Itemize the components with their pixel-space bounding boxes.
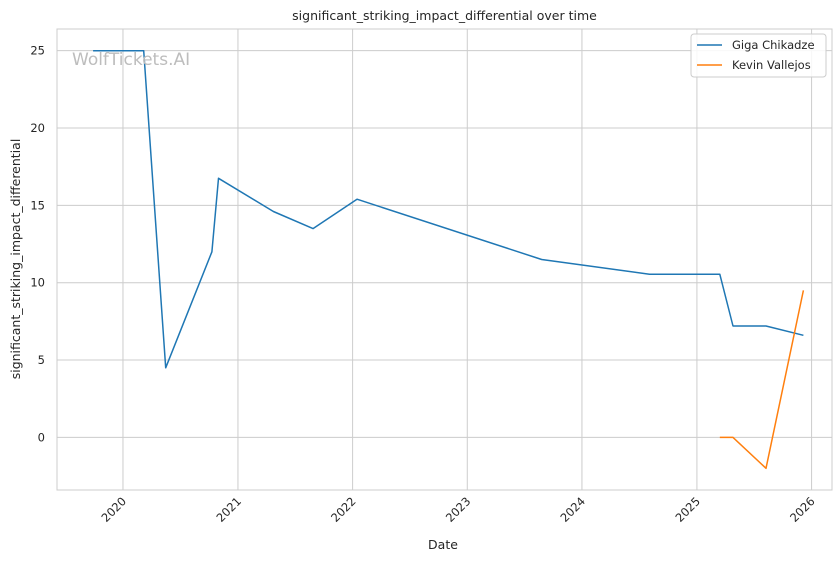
y-tick-label: 15	[30, 198, 45, 212]
plot-area-frame	[56, 28, 833, 491]
x-tick-label: 2026	[787, 494, 818, 525]
legend-box	[690, 33, 827, 78]
y-tick-label: 20	[30, 121, 45, 135]
y-axis-label: significant_striking_impact_differential	[8, 139, 23, 380]
y-axis-ticks: 0 5 10 15 20 25	[30, 44, 45, 445]
watermark-text: WolfTickets.AI	[72, 50, 190, 70]
legend: Giga Chikadze Kevin Vallejos	[690, 33, 827, 78]
x-axis-label: Date	[428, 537, 458, 552]
x-axis-ticks: 2020 2021 2022 2023 2024 2025 2026	[98, 494, 817, 525]
chart-title: significant_striking_impact_differential…	[292, 8, 597, 23]
y-tick-label: 5	[38, 353, 45, 367]
series-lines	[93, 49, 805, 470]
series-line-kevin-vallejos	[719, 290, 805, 470]
y-tick-label: 25	[30, 44, 45, 58]
series-line-giga-chikadze	[93, 49, 804, 369]
x-tick-label: 2024	[557, 494, 588, 525]
grid-lines	[57, 29, 832, 490]
x-tick-label: 2025	[672, 494, 703, 525]
y-tick-label: 0	[38, 430, 45, 444]
x-tick-label: 2023	[443, 494, 474, 525]
legend-label-kevin-vallejos: Kevin Vallejos	[732, 58, 811, 72]
legend-label-giga-chikadze: Giga Chikadze	[732, 38, 815, 52]
x-tick-label: 2021	[213, 494, 244, 525]
y-tick-label: 10	[30, 276, 45, 290]
x-tick-label: 2020	[98, 494, 129, 525]
x-tick-label: 2022	[328, 494, 359, 525]
